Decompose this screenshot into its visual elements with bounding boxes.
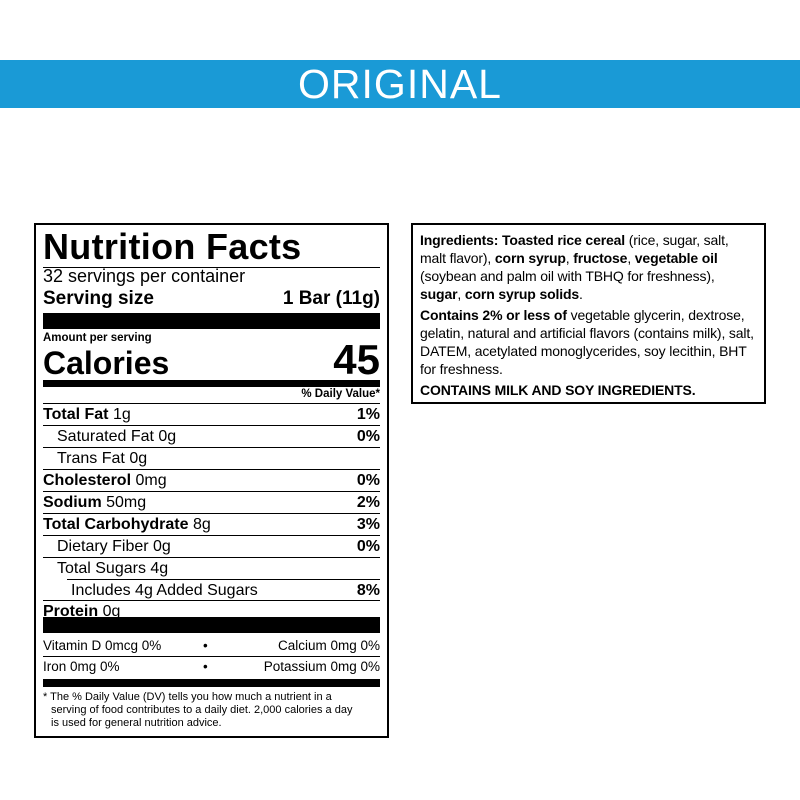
ingredients-paragraph: Contains 2% or less of vegetable glyceri… bbox=[420, 306, 757, 378]
nutrient-row: Saturated Fat 0g 0% bbox=[43, 425, 380, 447]
nutrient-row: Protein 0g bbox=[43, 600, 380, 622]
nutrient-dv: 1% bbox=[356, 406, 380, 423]
text: vegetable oil bbox=[634, 250, 718, 266]
nutrient-amount: 0mg bbox=[135, 472, 167, 489]
text: corn syrup bbox=[494, 250, 566, 266]
text: . bbox=[579, 286, 583, 302]
nutrient-row: Includes 4g Added Sugars 8% bbox=[43, 579, 380, 600]
nutrient-amount: 0g bbox=[129, 450, 148, 467]
nutrient-name: Total Carbohydrate bbox=[43, 516, 189, 533]
label-title: Nutrition Facts bbox=[43, 226, 302, 267]
serving-size: Serving size 1 Bar (11g) bbox=[43, 288, 380, 310]
nutrient-name: Dietary Fiber bbox=[57, 538, 149, 555]
serving-size-label: Serving size bbox=[43, 288, 154, 309]
nutrient-amount: 50mg bbox=[106, 494, 147, 511]
nutrient-row: Total Fat 1g 1% bbox=[43, 403, 380, 425]
footnote: * The % Daily Value (DV) tells you how m… bbox=[43, 691, 353, 729]
nutrient-dv: 0% bbox=[356, 472, 380, 489]
nutrient-name: Total Sugars bbox=[57, 560, 146, 577]
text: , bbox=[627, 250, 635, 266]
vitamin-row: Vitamin D 0mcg 0% • Calcium 0mg 0% bbox=[43, 636, 380, 657]
calories-label: Calories bbox=[43, 345, 170, 381]
nutrient-amount: 0g bbox=[158, 428, 177, 445]
calories: Calories 45 bbox=[43, 336, 380, 383]
nutrient-amount: 4g bbox=[150, 560, 169, 577]
vitamins: Vitamin D 0mcg 0% • Calcium 0mg 0% Iron 0m… bbox=[43, 636, 380, 677]
rule bbox=[43, 267, 380, 268]
nutrient-name: Includes 4g Added Sugars bbox=[71, 582, 258, 599]
bullet: • bbox=[203, 638, 208, 653]
banner: ORIGINAL bbox=[0, 60, 800, 108]
nutrient-dv: 8% bbox=[356, 582, 380, 599]
nutrient-row: Sodium 50mg 2% bbox=[43, 491, 380, 513]
text: Contains 2% or less of bbox=[420, 307, 567, 323]
vitamin-row: Iron 0mg 0% • Potassium 0mg 0% bbox=[43, 657, 380, 677]
thick-rule bbox=[43, 380, 380, 387]
servings: 32 servings per container bbox=[43, 266, 246, 286]
nutrient-row: Total Carbohydrate 8g 3% bbox=[43, 513, 380, 535]
serving-size-value: 1 Bar (11g) bbox=[282, 288, 380, 309]
thick-rule bbox=[43, 679, 380, 687]
ingredients-paragraph: Ingredients: Toasted rice cereal (rice, … bbox=[420, 231, 757, 303]
text: fructose bbox=[573, 250, 628, 266]
text: corn syrup solids bbox=[464, 286, 580, 302]
text: Ingredients: Toasted rice cereal bbox=[420, 232, 626, 248]
nutrient-dv: 3% bbox=[356, 516, 380, 533]
nutrient-name: Protein bbox=[43, 603, 99, 620]
text: CONTAINS MILK AND SOY INGREDIENTS. bbox=[420, 382, 696, 398]
nutrient-name: Total Fat bbox=[43, 406, 109, 423]
calories-value: 45 bbox=[333, 336, 380, 383]
text: , bbox=[457, 286, 465, 302]
banner-title: ORIGINAL bbox=[298, 61, 502, 107]
nutrient-row: Trans Fat 0g bbox=[43, 447, 380, 469]
nutrient-amount: 0g bbox=[102, 603, 121, 620]
ingredients-paragraph: CONTAINS MILK AND SOY INGREDIENTS. bbox=[420, 381, 757, 399]
nutrient-row: Cholesterol 0mg 0% bbox=[43, 469, 380, 491]
vitamin: Potassium 0mg 0% bbox=[263, 659, 380, 674]
nutrient-amount: 1g bbox=[112, 406, 131, 423]
vitamin: Iron 0mg 0% bbox=[43, 659, 120, 674]
vitamin: Vitamin D 0mcg 0% bbox=[43, 638, 162, 653]
text: (soybean and palm oil with TBHQ for fres… bbox=[420, 268, 715, 284]
bullet: • bbox=[203, 659, 208, 674]
amount-per-serving: Amount per serving bbox=[43, 332, 152, 344]
text: , bbox=[565, 250, 574, 266]
dv-header: % Daily Value* bbox=[301, 388, 380, 400]
nutrient-rows: Total Fat 1g 1% Saturated Fat 0g 0% Trans … bbox=[43, 403, 380, 622]
nutrient-row: Dietary Fiber 0g 0% bbox=[43, 535, 380, 557]
text: (rice, sugar, salt, malt flavor), bbox=[420, 232, 729, 266]
nutrient-name: Sodium bbox=[43, 494, 102, 511]
text: sugar bbox=[420, 286, 458, 302]
nutrient-dv: 2% bbox=[356, 494, 380, 511]
text: vegetable glycerin, dextrose, gelatin, n… bbox=[420, 307, 754, 377]
thick-rule bbox=[43, 313, 380, 329]
nutrition-label: Nutrition Facts 32 servings per containe… bbox=[34, 223, 389, 738]
ingredients-box: Ingredients: Toasted rice cereal (rice, … bbox=[411, 223, 766, 404]
nutrient-name: Saturated Fat bbox=[57, 428, 154, 445]
nutrient-name: Cholesterol bbox=[43, 472, 132, 489]
nutrient-amount: 8g bbox=[192, 516, 211, 533]
nutrient-name: Trans Fat bbox=[57, 450, 125, 467]
nutrient-dv: 0% bbox=[356, 428, 380, 445]
vitamin: Calcium 0mg 0% bbox=[277, 638, 380, 653]
thick-rule bbox=[43, 617, 380, 633]
nutrient-dv: 0% bbox=[356, 538, 380, 555]
nutrient-row: Total Sugars 4g bbox=[43, 557, 380, 579]
nutrient-amount: 0g bbox=[153, 538, 171, 555]
